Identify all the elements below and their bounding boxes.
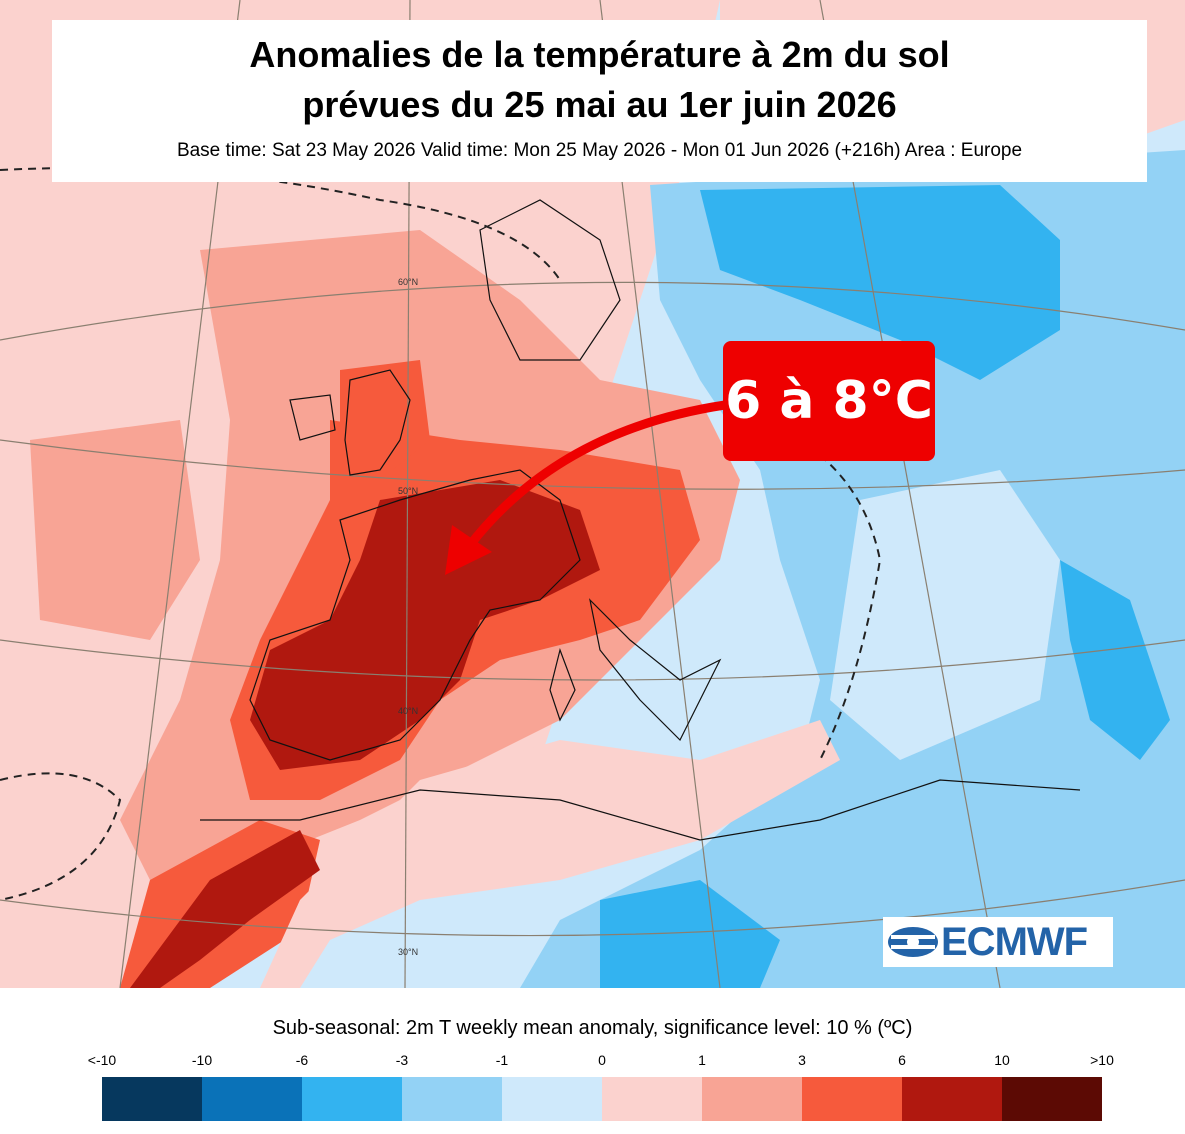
legend-swatch [902,1077,1002,1121]
anomaly-map: 60°N 50°N 40°N 30°N Anomalies de la temp… [0,0,1185,988]
cool-light-region [830,470,1060,760]
ecmwf-logo-icon [888,927,938,957]
title-line-2: prévues du 25 mai au 1er juin 2026 [302,84,897,125]
legend-tick-label: 10 [994,1052,1010,1068]
warm-medium-atlantic [30,420,200,640]
legend-tick-label: 3 [798,1052,806,1068]
lat-label-40: 40°N [398,706,418,716]
legend-tick-label: -3 [395,1052,409,1068]
callout-arrow [445,400,726,575]
legend-swatch [302,1077,402,1121]
legend-title: Sub-seasonal: 2m T weekly mean anomaly, … [272,1017,913,1039]
subtitle: Base time: Sat 23 May 2026 Valid time: M… [176,140,1023,161]
cool-strong-region-se [1060,560,1170,760]
legend-tick-label: 1 [698,1052,706,1068]
map-canvas: 60°N 50°N 40°N 30°N [0,0,1185,988]
lat-label-30: 30°N [398,947,418,957]
legend-tick-label: 6 [898,1052,906,1068]
legend-swatch [502,1077,602,1121]
ecmwf-logo: ECMWF [883,917,1113,967]
legend-swatch [602,1077,702,1121]
legend-tick-label: >10 [1090,1052,1114,1068]
legend-tick-label: -10 [191,1052,213,1068]
coastlines [200,199,1081,841]
legend-swatch [202,1077,302,1121]
legend-swatch [1002,1077,1102,1121]
legend-tick-label: 0 [598,1052,606,1068]
legend-tick-label: -6 [295,1052,309,1068]
legend-swatch [802,1077,902,1121]
title-line-1: Anomalies de la température à 2m du sol [249,34,950,75]
title-box: Anomalies de la température à 2m du sol … [52,20,1147,182]
cool-strong-region-south [600,880,780,988]
lat-label-50: 50°N [398,486,418,496]
lat-label-60: 60°N [398,277,418,287]
legend-tick-label: <-10 [87,1052,117,1068]
legend-swatch [702,1077,802,1121]
cool-strong-region-north [700,185,1060,380]
legend-swatch [402,1077,502,1121]
warm-very-strong-morocco [130,830,320,988]
anomaly-callout: 6 à 8°C [723,341,935,461]
legend-tick-label: -1 [495,1052,509,1068]
logo-text: ECMWF [941,920,1088,964]
warm-very-strong-region [250,480,600,770]
legend-colorbar [102,1077,1102,1121]
legend-swatch [102,1077,202,1121]
